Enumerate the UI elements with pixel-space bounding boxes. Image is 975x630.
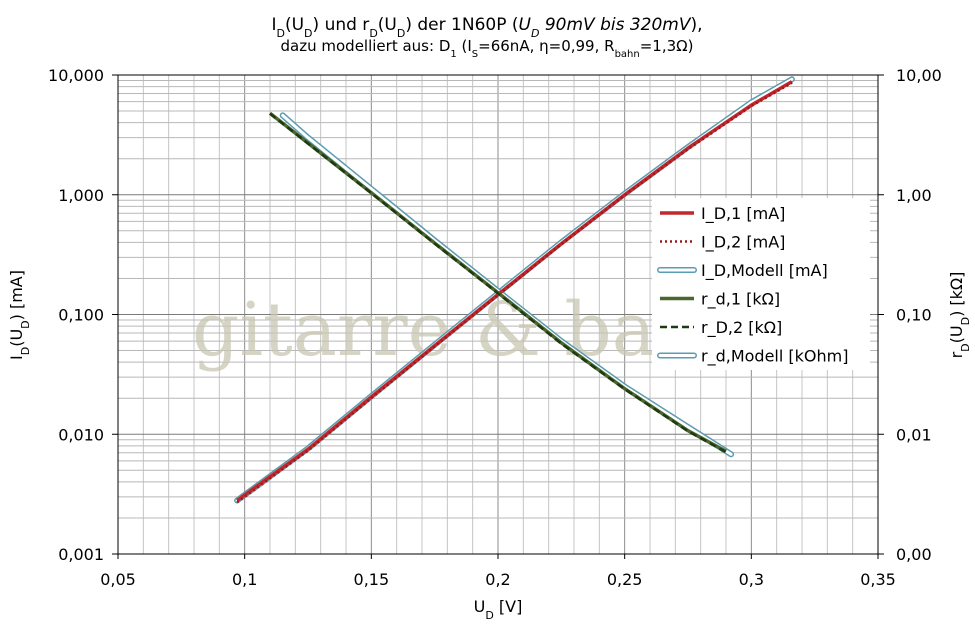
chart-title-line2: dazu modelliert aus: D1 (IS=66nA, η=0,99…	[281, 37, 694, 60]
y-right-tick-label: 1,00	[896, 186, 932, 205]
x-tick-label: 0,1	[232, 570, 257, 589]
x-tick-label: 0,3	[739, 570, 764, 589]
y-left-axis-label: ID(UD) [mA]	[7, 270, 32, 360]
y-right-tick-label: 0,10	[896, 306, 932, 325]
legend-entry-label: I_D,1 [mA]	[701, 204, 785, 224]
legend-entry-label: r_d,1 [kΩ]	[701, 290, 780, 310]
series-line-4	[269, 112, 727, 454]
x-tick-label: 0,2	[485, 570, 510, 589]
legend-entry-label: r_d,Modell [kOhm]	[701, 347, 848, 367]
y-right-tick-label: 0,01	[896, 425, 932, 444]
x-tick-label: 0,05	[100, 570, 136, 589]
y-left-tick-label: 1,000	[58, 186, 104, 205]
y-right-tick-label: 10,00	[896, 66, 942, 85]
legend-box	[652, 198, 870, 370]
x-tick-label: 0,35	[860, 570, 896, 589]
y-left-tick-label: 0,100	[58, 306, 104, 325]
y-right-axis-label: rD(UD) [kΩ]	[947, 272, 972, 359]
y-left-tick-label: 10,000	[48, 66, 104, 85]
legend-entry-label: r_D,2 [kΩ]	[701, 318, 782, 338]
y-left-tick-label: 0,001	[58, 545, 104, 564]
y-left-tick-label: 0,010	[58, 425, 104, 444]
y-right-tick-label: 0,00	[896, 545, 932, 564]
x-axis-label: UD [V]	[474, 597, 523, 622]
x-axis-ticks: 0,05 0,1 0,15 0,2 0,25 0,3 0,35	[100, 554, 896, 589]
x-tick-label: 0,25	[607, 570, 643, 589]
chart-title-line1: ID(UD) und rD(UD) der 1N60P (UD 90mV bis…	[271, 15, 702, 40]
series-layer	[234, 76, 795, 504]
y-right-axis-ticks: 0,00 0,01 0,10 1,00 10,00	[878, 66, 942, 564]
y-left-axis-ticks: 0,001 0,010 0,100 1,000 10,000	[48, 66, 118, 564]
legend: I_D,1 [mA] I_D,2 [mA] I_D,Modell [mA] r_d,1…	[652, 198, 870, 370]
x-tick-label: 0,15	[354, 570, 390, 589]
series-line-1	[236, 81, 793, 504]
legend-entry-label: I_D,Modell [mA]	[701, 261, 828, 281]
legend-entry-label: I_D,2 [mA]	[701, 233, 785, 253]
